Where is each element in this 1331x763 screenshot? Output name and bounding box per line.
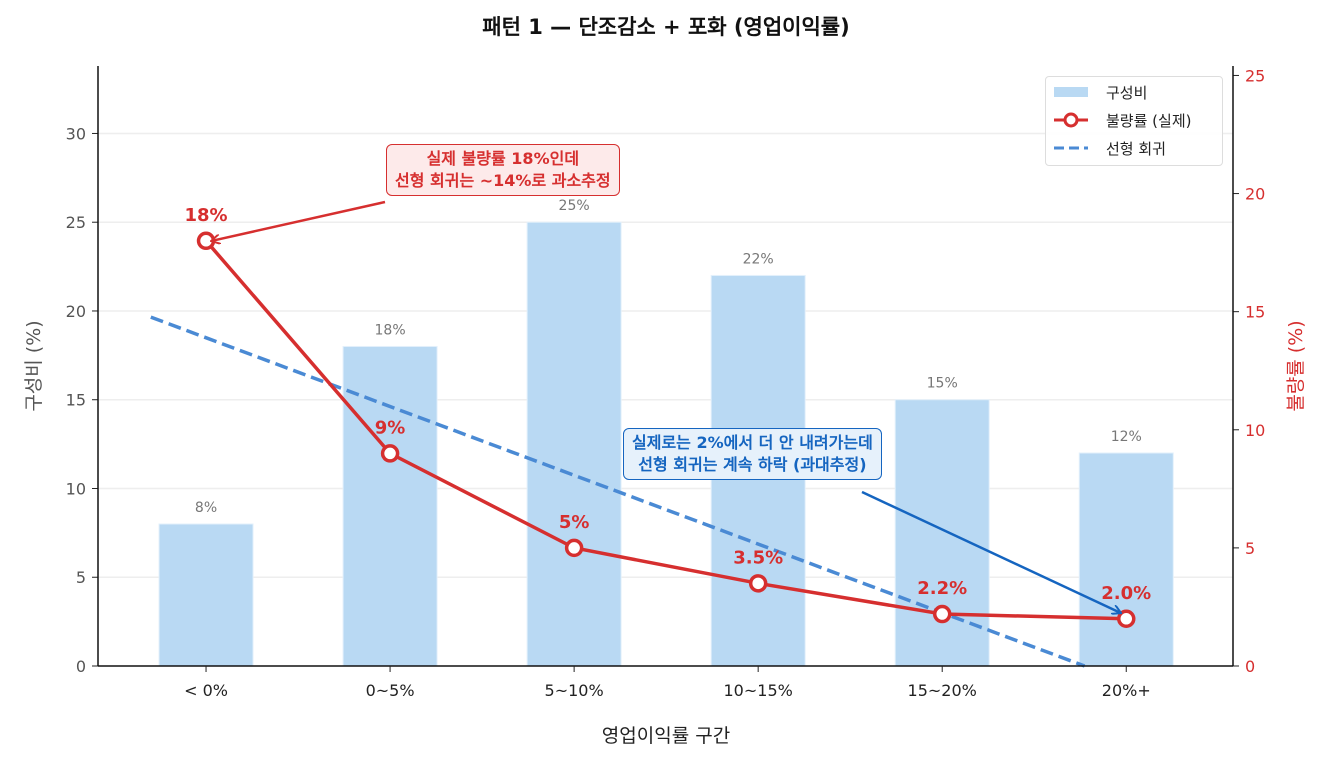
defect-rate-point <box>932 604 952 624</box>
bar-swatch-icon <box>1054 87 1088 97</box>
x-tick-label: 10~15% <box>724 681 793 700</box>
bar-value-label: 22% <box>743 251 774 267</box>
y-right-tick-label: 10 <box>1245 421 1265 440</box>
defect-rate-label: 5% <box>559 512 590 533</box>
y-right-tick-label: 5 <box>1245 539 1255 558</box>
y-left-tick-label: 0 <box>76 657 86 676</box>
annotation-arrow <box>861 490 1120 613</box>
y-right-tick-label: 15 <box>1245 303 1265 322</box>
defect-rate-label: 18% <box>184 205 227 226</box>
annotation-overestimate: 실제로는 2%에서 더 안 내려가는데 선형 회귀는 계속 하락 (과대추정) <box>623 428 882 480</box>
annotation-underestimate: 실제 불량률 18%인데 선형 회귀는 ~14%로 과소추정 <box>386 144 620 196</box>
dashed-line-icon <box>1054 146 1088 150</box>
x-tick-label: 0~5% <box>366 681 415 700</box>
annotation-line: 실제 불량률 18%인데 <box>426 149 580 168</box>
x-axis-label: 영업이익률 구간 <box>602 725 730 747</box>
x-tick-label: 5~10% <box>545 681 604 700</box>
regression-line <box>150 315 1086 668</box>
bar <box>1078 452 1174 667</box>
x-tick-label: 15~20% <box>908 681 977 700</box>
defect-rate-label: 2.2% <box>917 578 967 599</box>
x-tick-label: < 0% <box>184 681 228 700</box>
defect-rate-point <box>380 444 400 463</box>
defect-rate-label: 9% <box>375 417 406 438</box>
bar-value-label: 8% <box>195 500 217 516</box>
y-left-tick-label: 10 <box>66 479 86 498</box>
x-tick-label: 20%+ <box>1102 681 1151 700</box>
bar-value-label: 18% <box>375 322 406 338</box>
legend-label: 구성비 <box>1106 83 1148 102</box>
bar-value-label: 25% <box>559 198 590 214</box>
legend-item-regression: 선형 회귀 <box>1054 137 1166 159</box>
defect-rate-point <box>1117 609 1136 629</box>
bar <box>342 345 438 667</box>
y-right-tick-label: 20 <box>1245 185 1265 204</box>
legend-label: 선형 회귀 <box>1106 139 1166 158</box>
y-axis-right-label: 불량률 (%) <box>1285 320 1307 411</box>
y-axis-left-label: 구성비 (%) <box>23 320 45 411</box>
y-left-tick-label: 30 <box>66 124 86 143</box>
chart-title: 패턴 1 — 단조감소 + 포화 (영업이익률) <box>482 15 849 39</box>
defect-rate-point <box>196 231 216 251</box>
annotation-line: 실제로는 2%에서 더 안 내려가는데 <box>632 433 873 452</box>
y-left-tick-label: 25 <box>66 213 86 232</box>
y-left-tick-label: 15 <box>66 391 86 410</box>
y-right-tick-label: 25 <box>1245 66 1265 85</box>
bar <box>158 523 254 667</box>
defect-rate-point <box>748 574 768 593</box>
defect-rate-line <box>204 239 1127 621</box>
legend-label: 불량률 (실제) <box>1106 111 1192 130</box>
line-marker-icon <box>1054 112 1088 128</box>
bar-value-label: 15% <box>927 376 958 392</box>
legend-item-bars: 구성비 <box>1054 81 1147 103</box>
defect-rate-label: 3.5% <box>733 547 783 568</box>
annotation-line: 선형 회귀는 ~14%로 과소추정 <box>395 171 611 190</box>
annotation-line: 선형 회귀는 계속 하락 (과대추정) <box>638 455 867 474</box>
y-right-tick-label: 0 <box>1245 657 1255 676</box>
bar-value-label: 12% <box>1111 429 1142 445</box>
defect-rate-point <box>564 538 584 558</box>
legend-item-defect: 불량률 (실제) <box>1054 109 1191 131</box>
y-left-tick-label: 20 <box>66 302 86 321</box>
defect-rate-label: 2.0% <box>1101 583 1151 604</box>
annotation-arrow <box>212 200 386 241</box>
bar <box>526 221 622 667</box>
legend: 구성비 불량률 (실제) 선형 회귀 <box>1045 76 1223 166</box>
y-left-tick-label: 5 <box>76 568 86 587</box>
